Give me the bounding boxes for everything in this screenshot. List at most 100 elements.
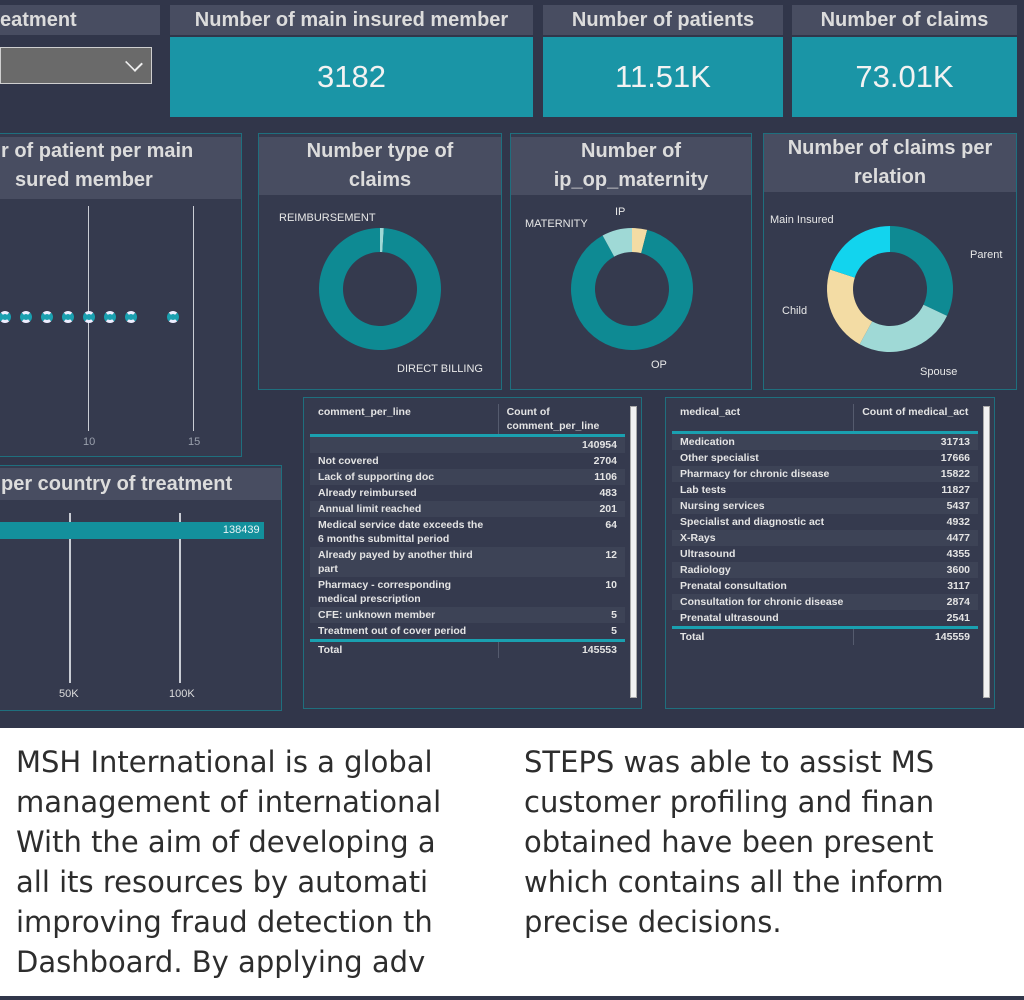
column-header[interactable]: Count of comment_per_line <box>497 404 625 437</box>
total-value: 145553 <box>497 639 625 658</box>
dot-plot: 10 15 <box>0 134 243 458</box>
row-value: 10 <box>605 579 617 591</box>
scrollbar[interactable] <box>630 406 637 698</box>
row-label: Already reimbursed <box>318 487 417 499</box>
row-label: Lab tests <box>680 483 727 496</box>
column-header[interactable]: Count of medical_act <box>853 404 978 434</box>
table-row[interactable]: X-Rays 4477 <box>672 529 978 546</box>
donut-slice[interactable] <box>602 228 632 257</box>
ip-op-panel: Number of ip_op_maternity MATERNITY IP O… <box>510 133 752 390</box>
donut-label: Parent <box>970 249 1003 261</box>
row-label <box>310 436 498 454</box>
row-value: 4477 <box>946 531 970 544</box>
overlay-line: all its resources by automati <box>16 865 429 899</box>
data-point[interactable] <box>20 311 32 323</box>
relation-panel: Number of claims per relation Main Insur… <box>763 133 1017 390</box>
bar-value-label: 138439 <box>222 524 260 536</box>
table-row[interactable]: Treatment out of cover period 5 <box>310 623 625 641</box>
table-row[interactable]: Specialist and diagnostic act 4932 <box>672 514 978 530</box>
row-label: Pharmacy - corresponding medical prescri… <box>318 579 452 605</box>
panel-title: r of patient per main sured member <box>0 137 241 199</box>
data-point[interactable] <box>41 311 53 323</box>
donut-slice[interactable] <box>830 226 890 278</box>
table-row[interactable]: Other specialist 17666 <box>672 450 978 466</box>
table-row[interactable]: Annual limit reached 201 <box>310 501 625 517</box>
card-title: Number of patients <box>543 5 783 35</box>
donut-slice[interactable] <box>632 228 648 254</box>
table-row[interactable]: Pharmacy for chronic disease 15822 <box>672 465 978 482</box>
data-point[interactable] <box>167 311 179 323</box>
row-value: 64 <box>605 519 617 531</box>
x-tick-label: 15 <box>188 436 201 448</box>
donut-slice[interactable] <box>859 304 948 352</box>
overlay-line: which contains all the inform <box>524 865 944 899</box>
row-value: 5 <box>611 609 617 621</box>
card-title: Number of main insured member <box>170 5 533 35</box>
gridline <box>69 513 71 683</box>
donut-slice[interactable] <box>380 228 384 253</box>
overlay-line: MSH International is a global <box>16 745 433 779</box>
row-value: 17666 <box>940 451 970 464</box>
x-tick-label: 100K <box>169 688 195 700</box>
row-label: Annual limit reached <box>318 503 422 515</box>
table-row[interactable]: Already reimbursed 483 <box>310 485 625 501</box>
table-row[interactable]: Medication 31713 <box>672 432 978 450</box>
row-label: Not covered <box>318 455 379 467</box>
overlay-line: precise decisions. <box>524 905 782 939</box>
table-row[interactable]: Ultrasound 4355 <box>672 546 978 562</box>
donut-slice[interactable] <box>571 229 693 350</box>
panel-title: per country of treatment <box>0 468 281 500</box>
comment-table: comment_per_line Count of comment_per_lin… <box>303 397 642 709</box>
table-row[interactable]: CFE: unknown member 5 <box>310 607 625 623</box>
row-value: 2874 <box>946 595 970 608</box>
row-value: 140954 <box>581 439 617 451</box>
table-row[interactable]: Prenatal consultation 3117 <box>672 578 978 594</box>
slicer-title: eatment <box>0 5 160 35</box>
column-header[interactable]: comment_per_line <box>310 404 499 437</box>
panel-title: Number type of claims <box>259 137 501 195</box>
table-row[interactable]: Nursing services 5437 <box>672 497 978 514</box>
data-point[interactable] <box>104 311 116 323</box>
table-row[interactable]: Medical service date exceeds the 6 month… <box>310 517 625 547</box>
row-label: Medical service date exceeds the 6 month… <box>318 519 484 545</box>
table-row[interactable]: Radiology 3600 <box>672 561 978 578</box>
table-row[interactable]: Already payed by another third part 12 <box>310 547 625 577</box>
donut-slice[interactable] <box>319 228 442 350</box>
table-row[interactable]: Lab tests 11827 <box>672 482 978 498</box>
patients-per-member-panel: r of patient per main sured member 10 15 <box>0 133 242 457</box>
data-point[interactable] <box>125 311 137 323</box>
overlay-line: improving fraud detection th <box>16 905 433 939</box>
scrollbar[interactable] <box>983 406 990 698</box>
donut-label: DIRECT BILLING <box>397 363 483 375</box>
table-row[interactable]: Pharmacy - corresponding medical prescri… <box>310 577 625 607</box>
table-row[interactable]: Not covered 2704 <box>310 453 625 469</box>
donut-slice[interactable] <box>827 269 873 345</box>
donut-chart <box>571 228 693 350</box>
data-point[interactable] <box>0 311 11 323</box>
row-label: Medication <box>680 435 735 448</box>
table-row[interactable]: Prenatal ultrasound 2541 <box>672 610 978 628</box>
table-row[interactable]: 140954 <box>310 435 625 454</box>
donut-chart <box>319 228 442 350</box>
row-value: 483 <box>599 487 617 499</box>
row-label: Ultrasound <box>680 547 736 560</box>
gridline <box>179 513 181 683</box>
table-header: comment_per_line Count of comment_per_lin… <box>310 404 625 437</box>
row-label: Consultation for chronic disease <box>680 595 844 608</box>
slicer-dropdown[interactable] <box>0 47 152 84</box>
overlay-line: customer profiling and finan <box>524 785 935 819</box>
table-row[interactable]: Consultation for chronic disease 2874 <box>672 593 978 610</box>
row-label: Nursing services <box>680 499 765 512</box>
row-value: 201 <box>599 503 617 515</box>
donut-slice[interactable] <box>890 226 953 316</box>
claim-type-panel: Number type of claims REIMBURSEMENT DIRE… <box>258 133 502 390</box>
bar[interactable] <box>0 522 264 539</box>
data-point[interactable] <box>62 311 74 323</box>
row-label: CFE: unknown member <box>318 609 436 621</box>
row-value: 3117 <box>947 579 970 592</box>
column-header[interactable]: medical_act <box>672 404 854 434</box>
data-point[interactable] <box>83 311 95 323</box>
row-value: 11827 <box>941 483 970 496</box>
table-row[interactable]: Lack of supporting doc 1106 <box>310 469 625 485</box>
row-value: 12 <box>605 549 617 561</box>
